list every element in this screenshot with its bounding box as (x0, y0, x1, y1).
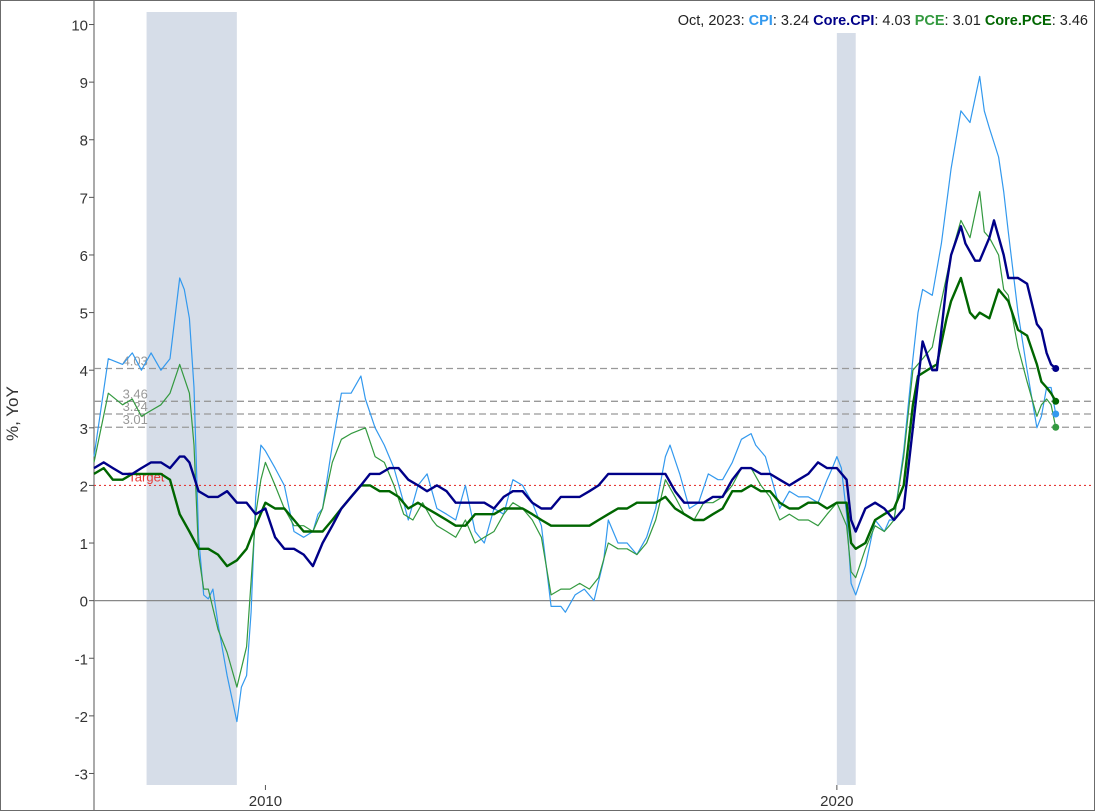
x-tick-label: 2020 (820, 793, 853, 810)
legend-item: PCE: 3.01 (911, 13, 981, 29)
x-tick-label: 2010 (249, 793, 282, 810)
series-line-core-cpi (93, 219, 1057, 568)
last-point-pce (1052, 423, 1060, 431)
y-tick-label: 0 (80, 594, 88, 611)
legend-date: Oct, 2023 (677, 13, 741, 29)
legend-series-value: : 4.03 (874, 13, 911, 29)
series-line-core-pce (93, 276, 1057, 568)
recession-bands (146, 12, 856, 785)
legend-series-name: Core.CPI (813, 13, 875, 29)
y-tick-label: 6 (80, 248, 88, 265)
last-point-core-pce (1052, 397, 1060, 405)
y-tick-label: 5 (80, 306, 88, 323)
level-label: 3.46 (123, 386, 148, 401)
level-label: 3.24 (123, 399, 148, 414)
legend-series-name: PCE (914, 13, 945, 29)
recession-band (836, 33, 856, 785)
legend-series-value: : 3.01 (944, 13, 981, 29)
legend-item: Core.CPI: 4.03 (809, 13, 911, 29)
y-tick-label: 10 (71, 18, 88, 35)
series-line-cpi (93, 75, 1057, 723)
y-tick-label: 8 (80, 133, 88, 150)
x-axis: 2010 2020 (249, 785, 854, 810)
y-tick-label: 3 (80, 421, 88, 438)
legend-item: Core.PCE: 3.46 (981, 13, 1088, 29)
y-tick-label: -1 (75, 651, 88, 668)
y-tick-label: -2 (75, 709, 88, 726)
legend-series-value: : 3.46 (1051, 13, 1088, 29)
y-tick-label: 2 (80, 478, 88, 495)
series-lines (93, 75, 1057, 723)
legend-series-name: Core.PCE (984, 13, 1052, 29)
y-tick-label: 9 (80, 75, 88, 92)
y-tick-label: 7 (80, 190, 88, 207)
legend: Oct, 2023: CPI: 3.24 Core.CPI: 4.03 PCE:… (677, 13, 1088, 29)
last-point-cpi (1052, 410, 1060, 418)
latest-level-lines: 4.033.463.243.01 (94, 353, 1094, 428)
y-tick-label: 4 (80, 363, 88, 380)
y-axis-label: %, YoY (3, 386, 22, 441)
last-point-core-cpi (1052, 364, 1060, 372)
y-tick-label: -3 (75, 766, 88, 783)
y-tick-label: 1 (80, 536, 88, 553)
recession-band (146, 12, 237, 785)
latest-points (1052, 364, 1060, 431)
legend-series-value: : 3.24 (772, 13, 810, 29)
legend-item: CPI: 3.24 (749, 13, 809, 29)
legend-series-name: CPI (748, 13, 773, 29)
